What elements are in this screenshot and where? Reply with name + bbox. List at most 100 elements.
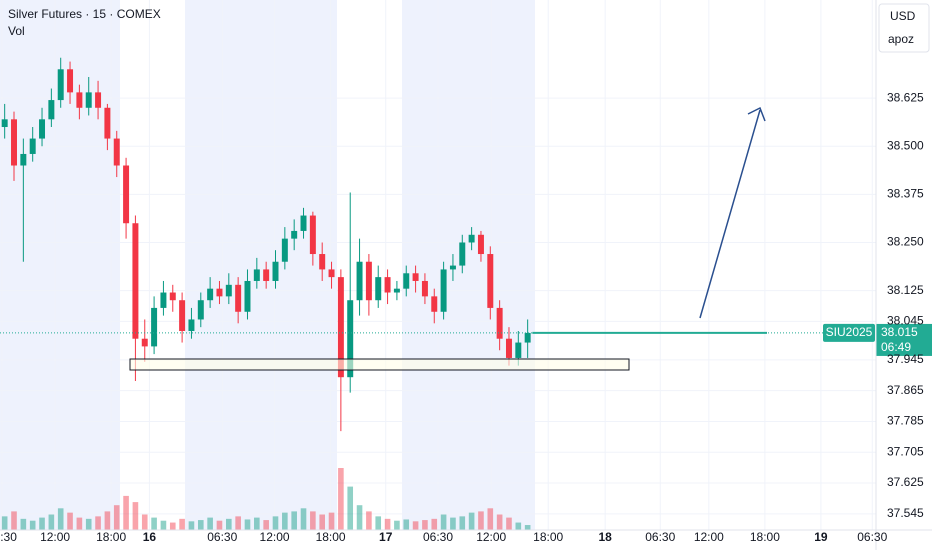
candle-body: [141, 338, 148, 347]
candle-body: [291, 230, 298, 239]
y-tick-label: 38.375: [887, 187, 924, 201]
candle-body: [95, 92, 102, 108]
volume-bar: [39, 517, 45, 530]
volume-bar: [272, 516, 279, 530]
x-tick-label: 18: [598, 530, 612, 544]
price-box: [876, 323, 932, 356]
volume-bar: [188, 521, 195, 530]
volume-bar: [76, 517, 83, 530]
candle-body: [431, 296, 438, 312]
volume-bar: [328, 512, 335, 530]
candle-body: [1, 119, 8, 128]
candle-body: [365, 261, 372, 301]
candle-body: [477, 234, 484, 255]
volume-bar: [319, 514, 325, 530]
arrow-head: [747, 106, 766, 122]
candle-body: [328, 269, 335, 278]
last-price-label: 38.015: [881, 325, 918, 339]
x-tick-label: 06:30: [857, 530, 887, 544]
grid: [0, 0, 876, 530]
candle-body: [113, 138, 120, 166]
candle-body: [207, 288, 214, 301]
volume-bar: [394, 520, 400, 530]
volume-bar: [403, 519, 410, 530]
candle-body: [496, 307, 503, 339]
candle-body: [179, 300, 186, 332]
candle-body: [253, 269, 260, 281]
candle-body: [393, 288, 400, 293]
volume-bar: [48, 514, 55, 530]
volume-bar: [113, 505, 120, 530]
y-tick-label: 37.945: [887, 352, 924, 366]
candle-body: [151, 307, 158, 347]
candle-body: [235, 284, 242, 312]
trend-arrow[interactable]: [699, 109, 761, 319]
volume-bar: [244, 519, 251, 530]
volume-bar: [235, 516, 241, 530]
axes: 38.625 38.500 38.375 38.250 38.125 38.045 37.9…: [0, 90, 924, 544]
volume-bar: [207, 517, 213, 530]
candles: [1, 57, 531, 432]
x-tick-label: 16: [143, 530, 157, 544]
x-tick-label: 12:00: [40, 530, 70, 544]
volume-bar: [468, 512, 475, 530]
candle-body: [515, 342, 522, 358]
x-tick-label: 18:00: [750, 530, 780, 544]
volume-bar: [123, 495, 129, 530]
volume-bar: [375, 516, 382, 530]
support-zone[interactable]: [129, 358, 630, 371]
volume-bar: [169, 522, 176, 530]
volume-bar: [440, 514, 447, 530]
volume-bar: [524, 525, 531, 530]
x-tick-label: 18:00: [533, 530, 563, 544]
volume-bar: [431, 518, 438, 530]
volume-bar: [487, 508, 494, 530]
x-tick-label: 12:00: [476, 530, 506, 544]
symbol-box: [823, 323, 875, 342]
y-tick-label: 37.545: [887, 506, 924, 520]
candle-body: [20, 153, 27, 166]
volume-bar: [366, 511, 372, 530]
y-tick-label: 38.250: [887, 235, 924, 249]
candle-body: [375, 277, 382, 301]
volume-bar: [496, 514, 503, 530]
x-tick-label: 06:30: [0, 530, 17, 544]
volume-bar: [459, 516, 466, 530]
axis-settings[interactable]: [878, 3, 930, 53]
y-tick-label: 37.865: [887, 383, 924, 397]
y-tick-label: 38.625: [887, 90, 924, 104]
volume-bar: [216, 520, 223, 530]
volume-bar: [57, 508, 64, 530]
candle-body: [29, 138, 36, 154]
candle-body: [459, 242, 466, 266]
candle-body: [57, 69, 64, 101]
volume-bar: [1, 516, 8, 530]
candle-body: [403, 273, 410, 289]
volume-bar: [95, 516, 101, 530]
volume-bar: [356, 505, 363, 530]
volume-bar: [67, 512, 73, 530]
volume-bar: [300, 508, 307, 530]
volume-bar: [141, 514, 148, 530]
volume-bar: [506, 517, 512, 530]
volume-bar: [347, 486, 354, 530]
volume-bar: [197, 520, 204, 530]
countdown-label: 06:49: [881, 340, 911, 354]
y-tick-label: 37.625: [887, 475, 924, 489]
candle-body: [216, 288, 223, 297]
session-band: [402, 0, 535, 530]
scale-mode[interactable]: apoz: [888, 32, 914, 46]
currency[interactable]: USD: [890, 9, 916, 23]
volume-bar: [384, 518, 391, 530]
candle-body: [487, 254, 494, 308]
candle-body: [319, 254, 326, 270]
y-tick-label: 38.125: [887, 283, 924, 297]
volume-bar: [310, 511, 316, 530]
volume-bar: [263, 520, 269, 530]
volume-bar: [254, 517, 260, 530]
volume-bar: [226, 518, 232, 530]
candle-body: [39, 119, 46, 139]
candle-body: [347, 300, 354, 378]
